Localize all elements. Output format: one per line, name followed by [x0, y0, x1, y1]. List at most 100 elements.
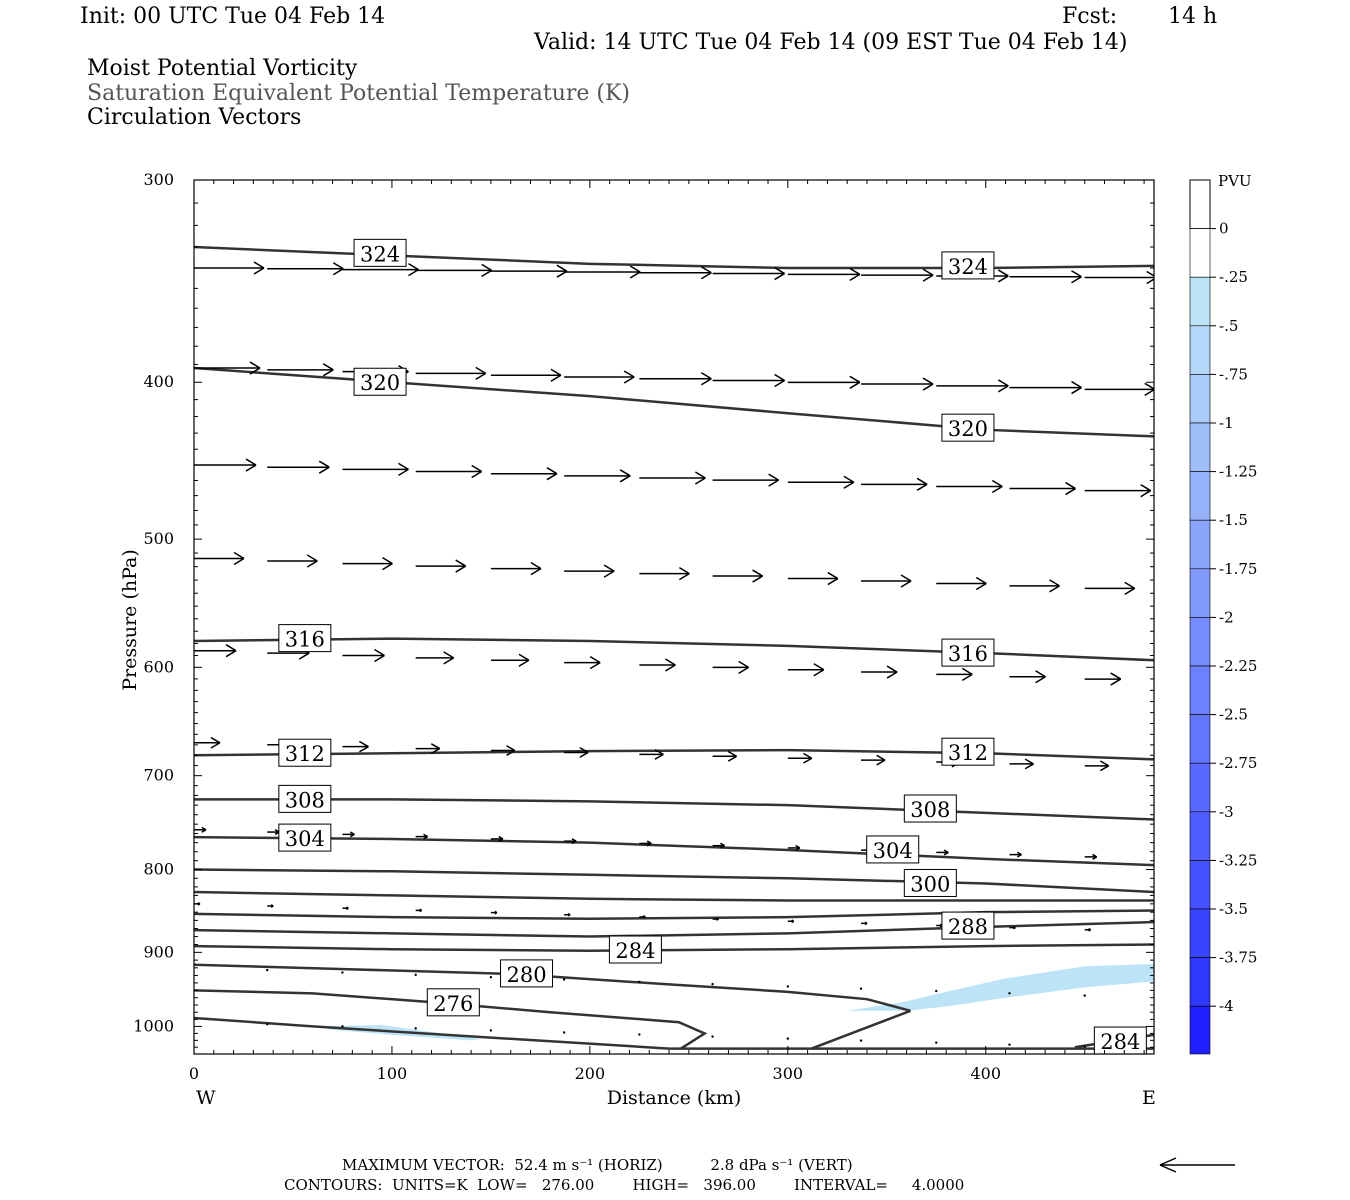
- circulation-vector: [490, 653, 530, 667]
- init-time: Init: 00 UTC Tue 04 Feb 14: [80, 4, 386, 29]
- contour-label: 304: [285, 827, 325, 851]
- circulation-vector: [1083, 1045, 1086, 1048]
- circulation-vector: [861, 665, 898, 679]
- circulation-vector: [267, 828, 280, 836]
- circulation-vector: [267, 262, 344, 276]
- y-tick-label: 600: [143, 657, 174, 676]
- y-axis-title: Pressure (hPa): [119, 549, 141, 691]
- circulation-vector: [1009, 851, 1022, 858]
- circulation-vector: [1009, 670, 1046, 684]
- circulation-vector: [564, 564, 615, 578]
- contour-label-box: [278, 823, 332, 852]
- circulation-vector: [639, 915, 646, 919]
- colorbar-cell: [1189, 714, 1211, 764]
- circulation-vector: [489, 975, 493, 979]
- circulation-vector: [342, 462, 409, 477]
- contour-label: 320: [948, 417, 988, 441]
- circulation-vector: [861, 377, 934, 391]
- circulation-vector: [342, 556, 393, 571]
- circulation-vector: [861, 477, 928, 491]
- circulation-vector: [712, 473, 779, 487]
- circulation-vector: [712, 660, 749, 674]
- circulation-vector: [936, 667, 973, 682]
- contour-label: 316: [285, 628, 325, 652]
- colorbar-label: -2.75: [1219, 754, 1257, 772]
- circulation-vector: [266, 1023, 269, 1026]
- circulation-vector: [194, 458, 257, 472]
- contour-label: 312: [948, 741, 988, 765]
- theta-contour: [194, 963, 911, 1012]
- colorbar-cell: [1189, 1005, 1211, 1055]
- theta-contour: [194, 890, 1154, 902]
- circulation-vector: [490, 368, 562, 382]
- circulation-vector: [342, 906, 349, 911]
- circulation-vector: [712, 373, 785, 388]
- circulation-vector: [711, 982, 714, 986]
- contour-label-box: [1093, 1026, 1147, 1055]
- contour-info-note: CONTOURS: UNITS=K LOW= 276.00 HIGH= 396.…: [284, 1176, 965, 1194]
- circulation-vector: [1009, 481, 1076, 496]
- circulation-vector: [638, 980, 641, 984]
- circulation-vector: [638, 1033, 641, 1036]
- circulation-vector: [490, 467, 558, 481]
- circulation-vector: [194, 261, 265, 275]
- circulation-vector: [415, 263, 493, 278]
- circulation-vector: [342, 648, 385, 663]
- circulation-vector: [194, 644, 237, 658]
- contour-label-box: [353, 367, 407, 396]
- circulation-vector: [712, 750, 737, 762]
- colorbar-cell: [1189, 908, 1211, 958]
- contour-label: 312: [285, 742, 325, 766]
- contour-label: 320: [360, 371, 400, 395]
- circulation-vector: [1084, 853, 1098, 860]
- circulation-vector: [415, 651, 455, 665]
- field-title-theta: Saturation Equivalent Potential Temperat…: [87, 81, 630, 106]
- circulation-vector: [1084, 760, 1110, 772]
- colorbar-cell: [1189, 325, 1211, 375]
- circulation-vector: [267, 460, 330, 474]
- colorbar-label: -1: [1219, 414, 1234, 432]
- circulation-vector: [415, 366, 487, 381]
- theta-contour: [194, 748, 1154, 761]
- contour-label-box: [278, 738, 332, 767]
- circulation-vector: [341, 1025, 344, 1028]
- colorbar-cell: [1189, 179, 1211, 230]
- circulation-vector: [490, 561, 542, 576]
- circulation-vector: [936, 576, 987, 591]
- circulation-vector: [342, 831, 355, 838]
- circulation-vector: [1084, 382, 1154, 396]
- circulation-vector: [1084, 672, 1122, 686]
- circulation-vector: [1009, 270, 1082, 284]
- contour-label-box: [941, 251, 995, 280]
- circulation-vector: [712, 569, 763, 583]
- contour-label-box: [903, 794, 957, 823]
- colorbar-label: -.5: [1219, 317, 1238, 335]
- x-tick-label: 300: [773, 1064, 804, 1083]
- circulation-vector: [936, 479, 1003, 494]
- colorbar-cell: [1189, 617, 1211, 667]
- colorbar-cell: [1189, 957, 1211, 1007]
- colorbar-label: -2: [1219, 608, 1234, 626]
- circulation-vector: [562, 978, 566, 981]
- contour-label-box: [941, 911, 995, 940]
- colorbar-cell: [1189, 519, 1211, 570]
- y-tick-label: 800: [143, 860, 174, 879]
- contour-label-box: [426, 988, 480, 1017]
- circulation-vector: [415, 559, 467, 573]
- circulation-vector: [935, 1041, 938, 1044]
- pv-shaded-region: [847, 963, 1154, 1011]
- circulation-vector: [935, 989, 938, 993]
- circulation-vector: [415, 908, 423, 913]
- contour-label-box: [941, 413, 995, 442]
- theta-contour: [194, 943, 1154, 953]
- circulation-vector: [861, 754, 886, 766]
- circulation-vector: [1008, 992, 1011, 995]
- circulation-vector: [342, 740, 369, 753]
- circulation-vector: [564, 655, 601, 670]
- contour-label: 284: [615, 939, 655, 963]
- circulation-vector: [936, 849, 949, 856]
- y-tick-label: 400: [143, 372, 174, 391]
- colorbar-label: -1.5: [1219, 511, 1248, 529]
- circulation-vector: [1084, 484, 1152, 498]
- circulation-vector: [787, 571, 839, 586]
